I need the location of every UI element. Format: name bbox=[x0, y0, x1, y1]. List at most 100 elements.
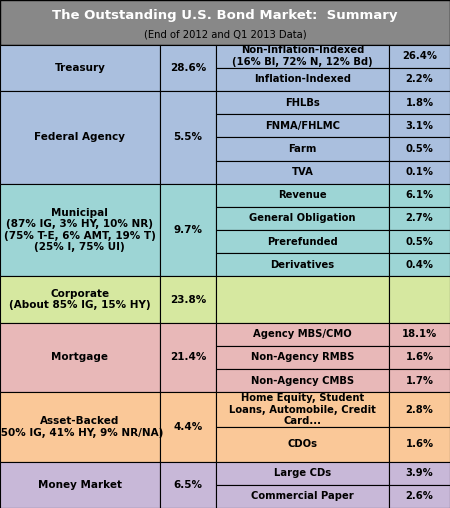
Text: 2.6%: 2.6% bbox=[406, 491, 433, 501]
Text: Mortgage: Mortgage bbox=[51, 353, 108, 362]
Text: Revenue: Revenue bbox=[278, 190, 327, 200]
Bar bbox=[216, 230, 389, 253]
Bar bbox=[0, 462, 160, 508]
Bar bbox=[389, 323, 450, 346]
Bar bbox=[216, 91, 389, 114]
Bar bbox=[216, 462, 389, 485]
Bar bbox=[216, 346, 389, 369]
Bar bbox=[389, 276, 450, 323]
Text: 1.8%: 1.8% bbox=[405, 98, 434, 108]
Bar bbox=[0, 323, 160, 392]
Text: 3.9%: 3.9% bbox=[406, 468, 433, 478]
Bar bbox=[160, 91, 216, 184]
Text: 6.5%: 6.5% bbox=[173, 480, 202, 490]
Bar bbox=[0, 0, 450, 45]
Bar bbox=[389, 462, 450, 485]
Bar bbox=[389, 207, 450, 230]
Bar bbox=[389, 230, 450, 253]
Bar bbox=[216, 68, 389, 91]
Text: Federal Agency: Federal Agency bbox=[34, 133, 126, 142]
Text: 1.6%: 1.6% bbox=[405, 353, 434, 362]
Bar bbox=[216, 485, 389, 508]
Text: Inflation-Indexed: Inflation-Indexed bbox=[254, 75, 351, 84]
Text: 0.1%: 0.1% bbox=[405, 167, 434, 177]
Bar bbox=[389, 91, 450, 114]
Bar bbox=[160, 392, 216, 462]
Text: Farm: Farm bbox=[288, 144, 317, 154]
Bar bbox=[0, 392, 160, 462]
Bar bbox=[216, 276, 389, 323]
Text: Derivatives: Derivatives bbox=[270, 260, 335, 270]
Text: 9.7%: 9.7% bbox=[173, 225, 202, 235]
Text: Asset-Backed
(50% IG, 41% HY, 9% NR/NA): Asset-Backed (50% IG, 41% HY, 9% NR/NA) bbox=[0, 416, 163, 438]
Text: Money Market: Money Market bbox=[38, 480, 122, 490]
Bar bbox=[216, 137, 389, 161]
Bar bbox=[216, 369, 389, 392]
Text: General Obligation: General Obligation bbox=[249, 213, 356, 224]
Bar bbox=[216, 253, 389, 276]
Bar bbox=[216, 427, 389, 462]
Text: 1.7%: 1.7% bbox=[405, 375, 434, 386]
Bar bbox=[160, 276, 216, 323]
Text: 5.5%: 5.5% bbox=[173, 133, 202, 142]
Bar bbox=[0, 45, 160, 91]
Text: Commercial Paper: Commercial Paper bbox=[251, 491, 354, 501]
Bar bbox=[389, 68, 450, 91]
Bar bbox=[160, 45, 216, 91]
Bar bbox=[389, 346, 450, 369]
Bar bbox=[389, 485, 450, 508]
Bar bbox=[389, 427, 450, 462]
Bar bbox=[160, 323, 216, 392]
Text: Treasury: Treasury bbox=[54, 63, 105, 73]
Bar bbox=[389, 45, 450, 68]
Text: 2.7%: 2.7% bbox=[406, 213, 433, 224]
Text: 2.8%: 2.8% bbox=[406, 404, 433, 415]
Text: 3.1%: 3.1% bbox=[405, 121, 434, 131]
Text: 4.4%: 4.4% bbox=[173, 422, 202, 432]
Text: 23.8%: 23.8% bbox=[170, 295, 206, 304]
Text: Non-Agency RMBS: Non-Agency RMBS bbox=[251, 353, 354, 362]
Bar bbox=[0, 276, 160, 323]
Text: 2.2%: 2.2% bbox=[406, 75, 433, 84]
Bar bbox=[0, 184, 160, 276]
Text: Municipal
(87% IG, 3% HY, 10% NR)
(75% T-E, 6% AMT, 19% T)
(25% I, 75% UI): Municipal (87% IG, 3% HY, 10% NR) (75% T… bbox=[4, 208, 156, 252]
Text: The Outstanding U.S. Bond Market:  Summary: The Outstanding U.S. Bond Market: Summar… bbox=[52, 9, 398, 22]
Bar bbox=[160, 184, 216, 276]
Bar bbox=[389, 137, 450, 161]
Bar bbox=[216, 207, 389, 230]
Text: 6.1%: 6.1% bbox=[405, 190, 434, 200]
Bar bbox=[389, 392, 450, 427]
Bar bbox=[389, 369, 450, 392]
Text: (End of 2012 and Q1 2013 Data): (End of 2012 and Q1 2013 Data) bbox=[144, 30, 306, 40]
Text: 26.4%: 26.4% bbox=[402, 51, 437, 61]
Bar bbox=[216, 392, 389, 427]
Text: TVA: TVA bbox=[292, 167, 314, 177]
Text: 0.5%: 0.5% bbox=[406, 144, 433, 154]
Text: 28.6%: 28.6% bbox=[170, 63, 206, 73]
Bar bbox=[216, 114, 389, 137]
Text: 0.4%: 0.4% bbox=[405, 260, 434, 270]
Text: 21.4%: 21.4% bbox=[170, 353, 206, 362]
Text: Prerefunded: Prerefunded bbox=[267, 237, 338, 246]
Text: Non-Agency CMBS: Non-Agency CMBS bbox=[251, 375, 354, 386]
Bar bbox=[389, 161, 450, 184]
Text: Agency MBS/CMO: Agency MBS/CMO bbox=[253, 329, 352, 339]
Text: 0.5%: 0.5% bbox=[406, 237, 433, 246]
Text: 1.6%: 1.6% bbox=[405, 439, 434, 449]
Bar bbox=[0, 91, 160, 184]
Text: CDOs: CDOs bbox=[288, 439, 318, 449]
Bar bbox=[216, 45, 389, 68]
Text: 18.1%: 18.1% bbox=[402, 329, 437, 339]
Text: Non-Inflation-Indexed
(16% Bl, 72% N, 12% Bd): Non-Inflation-Indexed (16% Bl, 72% N, 12… bbox=[232, 46, 373, 67]
Text: FNMA/FHLMC: FNMA/FHLMC bbox=[265, 121, 340, 131]
Text: Corporate
(About 85% IG, 15% HY): Corporate (About 85% IG, 15% HY) bbox=[9, 289, 151, 310]
Text: Home Equity, Student
Loans, Automobile, Credit
Card...: Home Equity, Student Loans, Automobile, … bbox=[229, 393, 376, 426]
Bar bbox=[216, 184, 389, 207]
Bar bbox=[160, 462, 216, 508]
Text: Large CDs: Large CDs bbox=[274, 468, 331, 478]
Bar bbox=[389, 253, 450, 276]
Bar bbox=[389, 184, 450, 207]
Bar bbox=[216, 323, 389, 346]
Bar bbox=[389, 114, 450, 137]
Text: FHLBs: FHLBs bbox=[285, 98, 320, 108]
